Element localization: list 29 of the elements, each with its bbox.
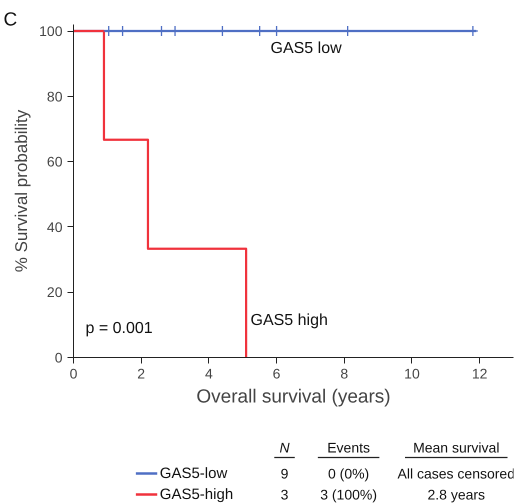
y-axis-title: % Survival probability (12, 109, 32, 272)
text: Mean survival (413, 440, 500, 456)
x-tick-label: 12 (472, 366, 488, 382)
text: 3 (280, 486, 289, 502)
text: 2.8 years (427, 486, 486, 502)
x-tick-label: 10 (404, 366, 420, 382)
x-tick-label: 2 (137, 366, 146, 382)
text: 3 (100%) (320, 486, 378, 502)
x-tick-label: 4 (204, 366, 213, 382)
text: 0 (0%) (328, 466, 370, 482)
x-tick-label: 0 (70, 366, 78, 382)
y-tick-label: 60 (46, 154, 63, 170)
legend-label: GAS5-low (160, 465, 228, 482)
annotation: GAS5 low (270, 40, 342, 57)
y-tick-label: 40 (46, 218, 63, 235)
y-tick-label: 80 (46, 88, 63, 104)
x-axis-title: Overall survival (years) (196, 386, 391, 408)
annotation: p = 0.001 (86, 320, 153, 337)
text: C (4, 10, 18, 30)
x-tick-label: 6 (272, 366, 281, 382)
x-tick-label: 8 (340, 366, 348, 382)
text: Events (327, 440, 370, 456)
annotation: GAS5 high (250, 312, 328, 329)
text: N (279, 440, 290, 456)
y-tick-label: 20 (46, 284, 63, 300)
y-tick-label: 0 (54, 350, 63, 366)
y-tick-label: 100 (39, 23, 63, 40)
text: 9 (280, 466, 289, 482)
legend-label: GAS5-high (160, 486, 234, 503)
